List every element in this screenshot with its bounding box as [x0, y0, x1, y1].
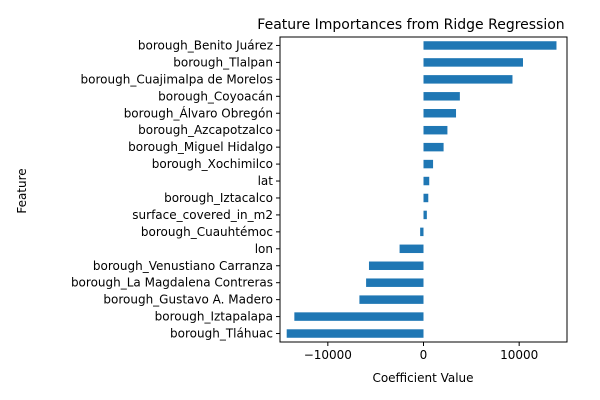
y-tick-label: borough_Azcapotzalco	[138, 123, 273, 137]
x-axis-label: Coefficient Value	[372, 371, 473, 385]
y-axis-ticks: borough_Benito Juárez borough_Tlalpanboro…	[71, 38, 280, 341]
bar-6	[423, 142, 444, 152]
y-tick-label: borough_Cuajimalpa de Morelos	[81, 72, 273, 86]
y-tick-label: borough_Coyoacán	[158, 89, 273, 103]
x-tick-label: 0	[420, 348, 428, 362]
y-tick-label: borough_Iztacalco	[164, 191, 273, 205]
bar-17	[286, 329, 424, 338]
y-tick-label: borough_Iztapalapa	[155, 310, 273, 324]
bar-14	[366, 278, 424, 287]
bar-11	[420, 227, 424, 237]
y-tick-label: lat	[258, 174, 274, 188]
bar-3	[423, 92, 460, 101]
y-tick-label: lon	[255, 242, 273, 256]
plot-area-frame	[279, 36, 568, 343]
y-tick-label: borough_Miguel Hidalgo	[128, 140, 273, 154]
bar-5	[423, 125, 448, 135]
y-tick-label: borough_Cuauhtémoc	[141, 225, 273, 239]
bar-2	[423, 75, 513, 84]
y-axis-label: Feature	[15, 168, 29, 213]
bar-13	[368, 261, 424, 270]
chart-title: Feature Importances from Ridge Regressio…	[257, 17, 564, 33]
y-tick-label: surface_covered_in_m2	[132, 208, 273, 222]
bar-4	[423, 109, 457, 118]
x-tick-label: 10000	[500, 348, 538, 362]
y-tick-label: borough_Tláhuac	[170, 327, 273, 341]
bar-16	[294, 312, 424, 321]
bar-12	[399, 244, 424, 254]
y-tick-label: borough_La Magdalena Contreras	[71, 276, 273, 290]
bar-9	[423, 193, 429, 203]
y-tick-label: borough_Álvaro Obregón	[124, 105, 273, 120]
bar-0	[423, 41, 557, 50]
y-tick-label: borough_Tlalpan	[173, 55, 273, 69]
y-tick-label: borough_Gustavo A. Madero	[103, 293, 273, 307]
y-tick-label: borough_Venustiano Carranza	[93, 259, 273, 273]
y-tick-label: borough_Benito Juárez	[138, 38, 273, 52]
bar-10	[423, 210, 427, 220]
bar-8	[423, 176, 430, 186]
bar-1	[423, 58, 523, 67]
bars-group	[286, 41, 557, 338]
x-tick-label: −10000	[304, 348, 352, 362]
bar-7	[423, 159, 434, 169]
x-axis-ticks: −10000 0 10000	[304, 342, 538, 362]
bar-15	[359, 295, 424, 304]
y-tick-label: borough_Xochimilco	[152, 157, 273, 171]
